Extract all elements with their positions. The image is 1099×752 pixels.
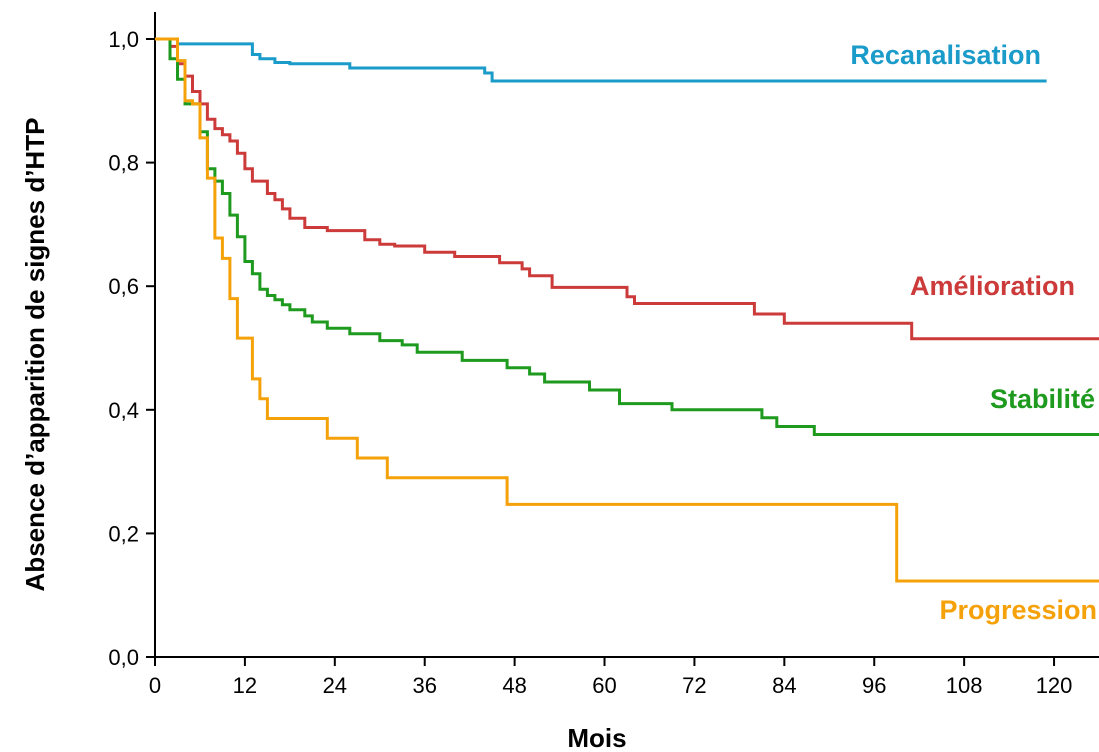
y-tick-label: 0,6 xyxy=(108,274,139,299)
series-layer xyxy=(155,37,1099,583)
y-tick-label: 0,2 xyxy=(108,521,139,546)
x-tick-label: 72 xyxy=(682,673,706,698)
series-line-recanalisation xyxy=(155,37,1047,83)
series-label-progression: Progression xyxy=(939,595,1097,625)
x-tick-label: 0 xyxy=(149,673,161,698)
x-tick-label: 12 xyxy=(233,673,257,698)
x-tick-label: 60 xyxy=(592,673,616,698)
series-label-stabilit: Stabilité xyxy=(990,384,1095,414)
x-tick-label: 96 xyxy=(862,673,886,698)
series-label-recanalisation: Recanalisation xyxy=(850,40,1041,70)
y-tick-label: 0,4 xyxy=(108,398,139,423)
labels-layer: Recanalisation Amélioration Stabilité Progr… xyxy=(850,40,1097,625)
axes: 0 12 24 36 48 60 72 84 96 108 120 0,0 0,2 0,4 0,6 0,8 1,… xyxy=(108,12,1099,698)
x-tick-label: 120 xyxy=(1036,673,1073,698)
y-tick-label: 0,8 xyxy=(108,151,139,176)
series-line-amlioration xyxy=(155,37,1099,341)
x-tick-label: 108 xyxy=(946,673,983,698)
series-label-amlioration: Amélioration xyxy=(910,271,1075,301)
series-line-progression xyxy=(155,37,1099,583)
x-tick-label: 84 xyxy=(772,673,796,698)
y-axis-title: Absence d’apparition de signes d’HTP xyxy=(20,118,50,592)
x-axis-title: Mois xyxy=(567,723,626,752)
x-tick-label: 24 xyxy=(323,673,347,698)
y-tick-label: 0,0 xyxy=(108,645,139,670)
y-tick-label: 1,0 xyxy=(108,27,139,52)
x-tick-label: 36 xyxy=(412,673,436,698)
series-line-stabilit xyxy=(155,37,1099,436)
x-tick-label: 48 xyxy=(502,673,526,698)
